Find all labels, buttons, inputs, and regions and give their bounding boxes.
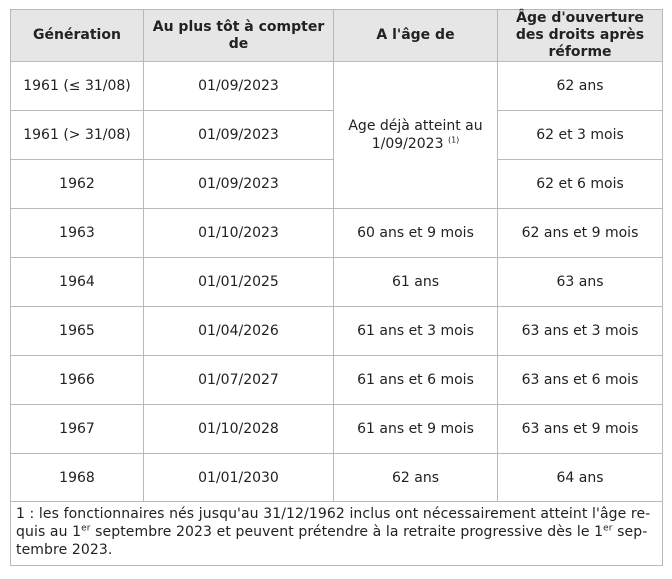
footnote-text-2: septembre 2023 et peuvent prétendre à la…	[90, 524, 604, 540]
table-row: 1961 (> 31/08) 01/09/2023 62 et 3 mois	[10, 110, 663, 160]
header-at-age: A l'âge de	[333, 9, 498, 62]
cell-generation: 1963	[10, 208, 144, 258]
header-earliest-from: Au plus tôt à compter de	[143, 9, 334, 62]
table-row: 1962 01/09/2023 62 et 6 mois	[10, 159, 663, 209]
table-row: 1968 01/01/2030 62 ans 64 ans	[10, 453, 663, 502]
cell-from: 01/09/2023	[143, 61, 334, 111]
cell-generation: 1968	[10, 453, 144, 502]
cell-from: 01/10/2023	[143, 208, 334, 258]
retirement-age-table: Génération Au plus tôt à compter de A l'…	[10, 9, 663, 566]
cell-from: 01/09/2023	[143, 110, 334, 160]
cell-age: 61 ans et 9 mois	[333, 404, 498, 454]
cell-new-age: 63 ans et 6 mois	[497, 355, 663, 405]
cell-generation: 1962	[10, 159, 144, 209]
cell-new-age: 63 ans et 3 mois	[497, 306, 663, 356]
footnote-text-3: sep-tembre 2023.	[16, 524, 648, 558]
cell-generation: 1967	[10, 404, 144, 454]
footnote-sup-2: er	[603, 523, 613, 534]
footnote-sup-1: er	[81, 523, 91, 534]
cell-new-age: 62 et 3 mois	[497, 110, 663, 160]
table-row: 1965 01/04/2026 61 ans et 3 mois 63 ans …	[10, 306, 663, 356]
cell-new-age: 63 ans	[497, 257, 663, 307]
cell-generation: 1961 (≤ 31/08)	[10, 61, 144, 111]
cell-from: 01/07/2027	[143, 355, 334, 405]
cell-age: 60 ans et 9 mois	[333, 208, 498, 258]
cell-from: 01/04/2026	[143, 306, 334, 356]
cell-generation: 1965	[10, 306, 144, 356]
merged-age-text: Age déjà atteint au 1/09/2023	[348, 118, 483, 152]
cell-new-age: 62 et 6 mois	[497, 159, 663, 209]
cell-age: 61 ans	[333, 257, 498, 307]
footnote: 1 : les fonctionnaires nés jusqu'au 31/1…	[10, 501, 663, 566]
cell-new-age: 63 ans et 9 mois	[497, 404, 663, 454]
footnote-row: 1 : les fonctionnaires nés jusqu'au 31/1…	[10, 501, 663, 566]
table-row: 1961 (≤ 31/08) 01/09/2023 Age déjà attei…	[10, 61, 663, 209]
cell-from: 01/01/2030	[143, 453, 334, 502]
header-new-opening-age: Âge d'ouverture des droits après réforme	[497, 9, 663, 62]
table-row: 1964 01/01/2025 61 ans 63 ans	[10, 257, 663, 307]
cell-new-age: 64 ans	[497, 453, 663, 502]
cell-generation: 1964	[10, 257, 144, 307]
cell-generation: 1961 (> 31/08)	[10, 110, 144, 160]
cell-new-age: 62 ans	[497, 61, 663, 111]
table-row: 1963 01/10/2023 60 ans et 9 mois 62 ans …	[10, 208, 663, 258]
header-generation: Génération	[10, 9, 144, 62]
footnote-ref: (1)	[447, 135, 460, 145]
footnote-text-1: 1 : les fonctionnaires nés jusqu'au 31/1…	[16, 506, 651, 540]
cell-age: 61 ans et 3 mois	[333, 306, 498, 356]
cell-age: 62 ans	[333, 453, 498, 502]
cell-from: 01/01/2025	[143, 257, 334, 307]
cell-age-merged: Age déjà atteint au 1/09/2023 (1)	[333, 61, 498, 209]
cell-from: 01/09/2023	[143, 159, 334, 209]
cell-age: 61 ans et 6 mois	[333, 355, 498, 405]
table-row: 1966 01/07/2027 61 ans et 6 mois 63 ans …	[10, 355, 663, 405]
retirement-age-table-container: Génération Au plus tôt à compter de A l'…	[10, 9, 663, 566]
cell-from: 01/10/2028	[143, 404, 334, 454]
cell-generation: 1966	[10, 355, 144, 405]
header-row: Génération Au plus tôt à compter de A l'…	[10, 9, 663, 62]
cell-new-age: 62 ans et 9 mois	[497, 208, 663, 258]
table-row: 1967 01/10/2028 61 ans et 9 mois 63 ans …	[10, 404, 663, 454]
